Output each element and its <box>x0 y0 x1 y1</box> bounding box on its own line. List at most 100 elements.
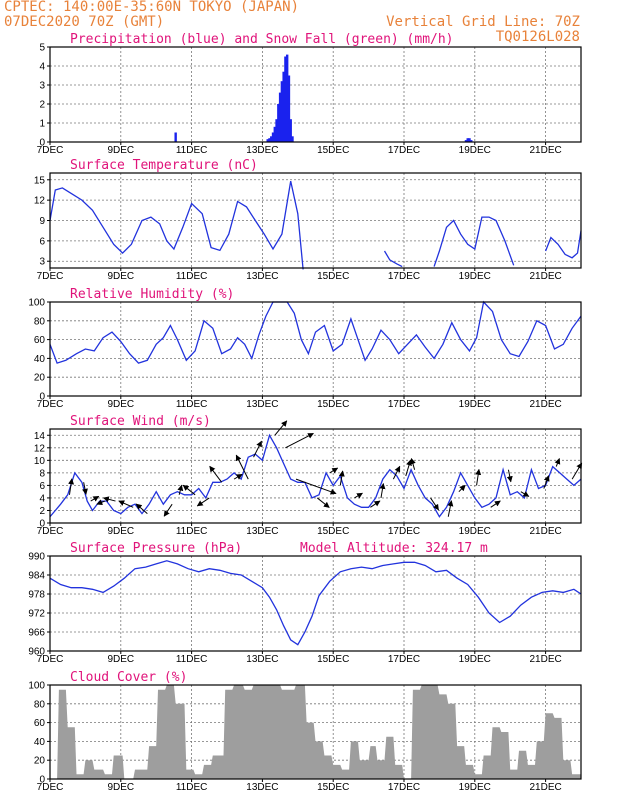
wind-arrow <box>520 491 530 497</box>
x-tick-label: 15DEC <box>317 145 349 156</box>
header-location: CPTEC: 140:00E-35:60N TOKYO (JAPAN) <box>4 0 299 15</box>
x-tick-label: 9DEC <box>107 399 134 410</box>
wind-arrow <box>430 497 439 511</box>
y-tick-label: 0 <box>39 775 45 786</box>
y-tick-label: 14 <box>34 431 46 442</box>
x-tick-label: 21DEC <box>529 782 561 793</box>
x-tick-label: 17DEC <box>388 654 420 665</box>
x-tick-label: 17DEC <box>388 782 420 793</box>
panel-frame <box>49 684 582 780</box>
y-tick-label: 2 <box>39 506 45 517</box>
y-tick-label: 12 <box>34 443 46 454</box>
x-tick-label: 11DEC <box>176 526 208 537</box>
precip-bar <box>273 126 276 142</box>
x-tick-label: 13DEC <box>246 399 278 410</box>
x-tick-label: 15DEC <box>317 271 349 282</box>
wind-arrow <box>316 497 330 508</box>
wind-line <box>49 433 582 518</box>
panel-annotation: Model Altitude: 324.17 m <box>300 541 488 556</box>
precip-bar <box>280 81 284 142</box>
y-tick-label: 1 <box>39 119 45 130</box>
y-tick-label: 3 <box>39 81 45 92</box>
x-tick-label: 7DEC <box>37 782 64 793</box>
temp-line <box>433 216 515 267</box>
wind-arrow <box>490 500 501 508</box>
y-tick-label: 15 <box>34 175 46 186</box>
x-tick-label: 9DEC <box>107 526 134 537</box>
x-tick-label: 19DEC <box>459 145 491 156</box>
x-tick-label: 15DEC <box>317 526 349 537</box>
panel-frame <box>49 428 582 524</box>
precip-bar <box>464 140 468 142</box>
wind-arrow <box>274 420 288 436</box>
y-tick-label: 60 <box>34 718 46 729</box>
y-tick-label: 966 <box>28 628 45 639</box>
precip-bar <box>174 132 177 142</box>
y-tick-label: 960 <box>28 647 45 658</box>
wind-arrow <box>253 440 262 458</box>
wind-arrow <box>68 478 75 495</box>
y-tick-label: 3 <box>39 257 45 268</box>
wind-arrow <box>235 454 249 480</box>
wind-arrow <box>392 465 401 480</box>
precip-bar <box>291 136 294 142</box>
wind-arrow <box>370 500 381 508</box>
precip-bar <box>466 138 469 142</box>
x-tick-label: 17DEC <box>388 271 420 282</box>
x-tick-label: 15DEC <box>317 782 349 793</box>
x-tick-label: 7DEC <box>37 271 64 282</box>
x-tick-label: 11DEC <box>176 271 208 282</box>
panel-cloud: 0 20 40 60 80 100 7DEC 9DEC 11DEC 13DEC 15DEC 17DEC… <box>28 670 582 793</box>
y-tick-label: 100 <box>28 681 45 692</box>
precip-bar <box>266 139 269 142</box>
y-tick-label: 60 <box>34 335 46 346</box>
wind-arrow <box>475 468 482 486</box>
wind-arrow <box>571 462 583 480</box>
wind-arrow <box>447 500 454 517</box>
header-date: 07DEC2020 70Z (GMT) <box>4 14 164 30</box>
wind-arrow <box>177 484 184 495</box>
y-tick-label: 12 <box>34 196 46 207</box>
wind-arrow <box>458 484 466 493</box>
wind-arrow <box>196 497 210 507</box>
y-tick-label: 80 <box>34 699 46 710</box>
panel-frame <box>49 555 582 652</box>
y-tick-label: 6 <box>39 481 45 492</box>
wind-arrow <box>329 467 339 474</box>
precip-bar <box>468 138 471 142</box>
wind-arrow <box>82 482 88 495</box>
wind-arrow <box>354 492 363 499</box>
wind-arrow <box>163 503 173 517</box>
x-tick-label: 13DEC <box>246 782 278 793</box>
x-tick-label: 17DEC <box>388 145 420 156</box>
y-tick-label: 9 <box>39 216 45 227</box>
y-tick-label: 0 <box>39 138 45 149</box>
y-tick-label: 8 <box>39 468 45 479</box>
x-tick-label: 11DEC <box>176 782 208 793</box>
x-tick-label: 7DEC <box>37 654 64 665</box>
x-tick-label: 13DEC <box>246 145 278 156</box>
x-tick-label: 11DEC <box>176 145 208 156</box>
wind-arrow <box>405 459 412 477</box>
wind-arrow <box>182 484 196 496</box>
y-tick-label: 984 <box>28 571 45 582</box>
panel-frame <box>49 301 582 397</box>
x-tick-label: 13DEC <box>246 271 278 282</box>
panel-precip: 0 1 2 3 4 5 7DEC 9DEC 11DEC 13DEC 15DEC 17DEC 19DEC 2… <box>37 32 582 156</box>
precip-bar <box>271 132 275 142</box>
x-tick-label: 11DEC <box>176 654 208 665</box>
x-tick-label: 7DEC <box>37 399 64 410</box>
precip-bar <box>470 140 473 142</box>
temp-line <box>383 250 403 268</box>
panel-rh: 0 20 40 60 80 100 7DEC 9DEC 11DEC 13DEC 15DEC 17DEC… <box>28 287 582 410</box>
x-tick-label: 21DEC <box>529 145 561 156</box>
pres-line <box>49 560 582 646</box>
wind-arrow <box>295 478 337 495</box>
wind-arrow <box>102 496 116 503</box>
x-tick-label: 7DEC <box>37 526 64 537</box>
wind-arrow <box>285 432 314 449</box>
panel-title: Surface Wind (m/s) <box>70 414 211 429</box>
y-tick-label: 972 <box>28 609 45 620</box>
y-tick-label: 10 <box>34 456 46 467</box>
